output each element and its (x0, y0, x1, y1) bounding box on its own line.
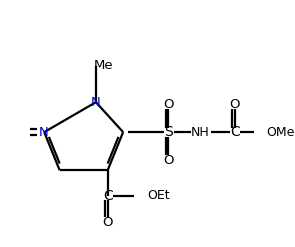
Text: O: O (163, 154, 174, 167)
Text: N: N (38, 126, 48, 139)
Text: OEt: OEt (148, 189, 170, 202)
Text: O: O (102, 216, 113, 229)
Text: C: C (103, 189, 113, 203)
Text: C: C (230, 125, 240, 139)
Text: O: O (230, 98, 240, 110)
Text: Me: Me (93, 60, 113, 72)
Text: O: O (163, 98, 174, 110)
Text: NH: NH (191, 126, 209, 139)
Text: N: N (91, 96, 101, 109)
Text: S: S (164, 125, 173, 139)
Text: OMe: OMe (266, 126, 295, 139)
